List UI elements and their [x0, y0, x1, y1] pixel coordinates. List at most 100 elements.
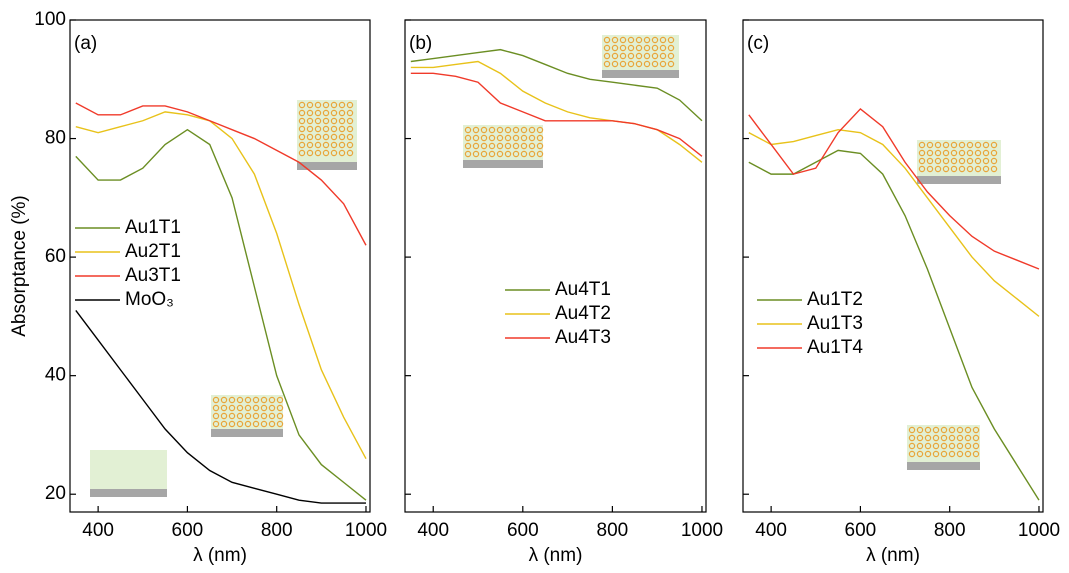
nanoparticle	[667, 60, 675, 68]
nanoparticle	[276, 412, 284, 420]
nanoparticle	[244, 412, 252, 420]
nanoparticle	[228, 412, 236, 420]
legend-label: Au4T3	[555, 327, 611, 348]
nanoparticle	[940, 426, 948, 434]
nanoparticle	[966, 165, 974, 173]
nanoparticle	[948, 426, 956, 434]
nanoparticle	[948, 442, 956, 450]
nanoparticle	[990, 149, 998, 157]
sample-schematic	[907, 425, 980, 470]
panel-label: (b)	[409, 33, 432, 54]
nanoparticle	[338, 149, 346, 157]
nanoparticle	[276, 404, 284, 412]
nanoparticle	[314, 141, 322, 149]
nanoparticle	[276, 420, 284, 428]
nanoparticle	[330, 125, 338, 133]
data-line	[75, 102, 367, 246]
legend-label: MoO₃	[125, 289, 174, 310]
nanoparticle	[643, 60, 651, 68]
nanoparticle	[651, 44, 659, 52]
substrate	[90, 489, 167, 497]
nanoparticle	[504, 142, 512, 150]
data-line	[75, 310, 366, 504]
nanoparticle	[322, 101, 330, 109]
nanoparticle	[330, 141, 338, 149]
data-line	[410, 72, 703, 157]
legend-label: Au1T1	[125, 217, 181, 238]
nanoparticle	[268, 412, 276, 420]
nanoparticle	[220, 396, 228, 404]
nanoparticle	[926, 165, 934, 173]
nanoparticle	[908, 450, 916, 458]
nanoparticle	[314, 101, 322, 109]
nanoparticle	[298, 133, 306, 141]
nanoparticle	[982, 149, 990, 157]
nanoparticle	[918, 141, 926, 149]
nanoparticle	[926, 157, 934, 165]
nanoparticle	[659, 36, 667, 44]
nanoparticle	[346, 149, 354, 157]
nanoparticle	[496, 126, 504, 134]
nanoparticle	[338, 125, 346, 133]
nanoparticle	[966, 157, 974, 165]
nanoparticle	[472, 126, 480, 134]
nanoparticle	[619, 36, 627, 44]
nanoparticle	[982, 165, 990, 173]
substrate	[297, 162, 357, 170]
data-line	[748, 149, 1040, 501]
nanoparticle	[298, 109, 306, 117]
y-tick-label: 40	[45, 365, 66, 386]
y-tick-label: 80	[45, 128, 66, 149]
nanoparticle	[212, 420, 220, 428]
nanoparticle	[932, 442, 940, 450]
nanoparticle	[536, 142, 544, 150]
nanoparticle	[942, 157, 950, 165]
nanoparticle	[220, 420, 228, 428]
nanoparticle	[942, 141, 950, 149]
nanoparticle	[338, 141, 346, 149]
x-tick-label: 1000	[345, 520, 387, 541]
nanoparticle	[956, 442, 964, 450]
nanoparticle	[496, 142, 504, 150]
nanoparticle	[916, 434, 924, 442]
nanoparticle	[958, 165, 966, 173]
plot-frame	[404, 19, 707, 513]
substrate	[463, 160, 543, 168]
x-axis-label: λ (nm)	[866, 545, 920, 566]
nanoparticle	[651, 60, 659, 68]
nanoparticle	[956, 450, 964, 458]
nanoparticle	[659, 60, 667, 68]
nanoparticle	[924, 450, 932, 458]
nanoparticle	[667, 44, 675, 52]
nanoparticle	[322, 133, 330, 141]
x-tick-label: 1000	[1018, 520, 1060, 541]
nanoparticle	[627, 44, 635, 52]
nanoparticle	[932, 426, 940, 434]
nanoparticle	[322, 141, 330, 149]
nanoparticle	[908, 434, 916, 442]
nanoparticle	[643, 36, 651, 44]
nanoparticle	[536, 150, 544, 158]
nanoparticle	[330, 117, 338, 125]
nanoparticle	[635, 60, 643, 68]
nanoparticle	[942, 165, 950, 173]
x-tick-label: 600	[172, 520, 204, 541]
nanoparticle	[330, 101, 338, 109]
nanoparticle	[260, 404, 268, 412]
nanoparticle	[260, 412, 268, 420]
y-tick-label: 60	[45, 246, 66, 267]
substrate	[917, 176, 1001, 184]
nanoparticle	[918, 149, 926, 157]
nanoparticle	[950, 165, 958, 173]
nanoparticle	[268, 396, 276, 404]
nanoparticle	[504, 134, 512, 142]
nanoparticle	[330, 133, 338, 141]
nanoparticle	[322, 125, 330, 133]
nanoparticle	[619, 44, 627, 52]
nanoparticle	[520, 134, 528, 142]
nanoparticle	[228, 420, 236, 428]
nanoparticle	[512, 126, 520, 134]
nanoparticle	[934, 149, 942, 157]
nanoparticle	[306, 125, 314, 133]
nanoparticle	[972, 442, 980, 450]
